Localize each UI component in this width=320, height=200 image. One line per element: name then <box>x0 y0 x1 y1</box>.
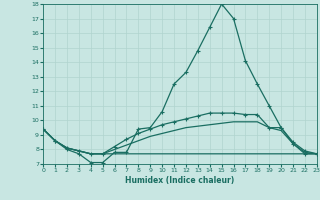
X-axis label: Humidex (Indice chaleur): Humidex (Indice chaleur) <box>125 176 235 185</box>
